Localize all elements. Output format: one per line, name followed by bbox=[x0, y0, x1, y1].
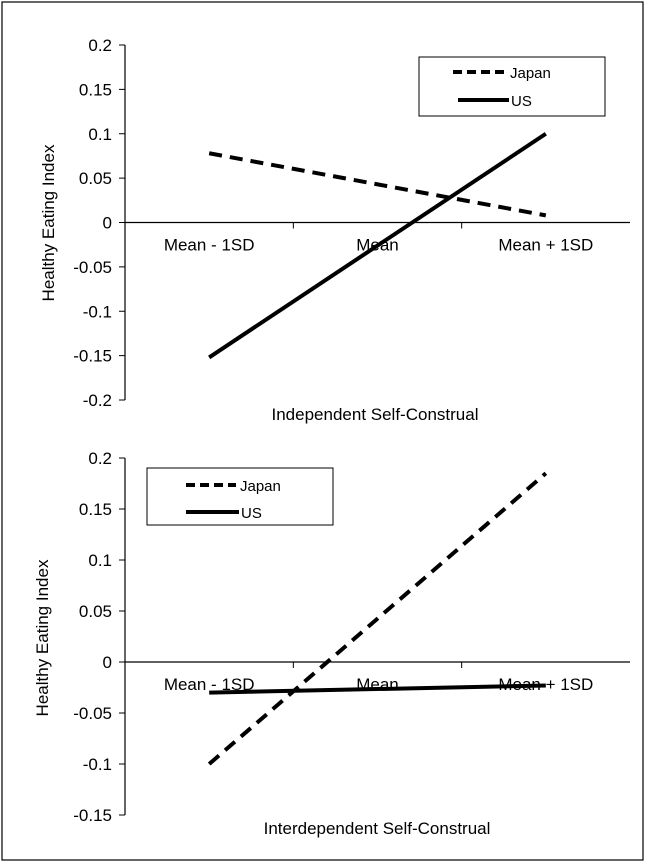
y-tick-label: -0.1 bbox=[83, 302, 112, 321]
y-tick-label: -0.2 bbox=[83, 391, 112, 410]
legend: Japan US bbox=[146, 467, 334, 526]
x-category-label: Mean - 1SD bbox=[164, 675, 255, 694]
y-axis-title: Healthy Eating Index bbox=[33, 559, 52, 716]
y-tick-label: 0.1 bbox=[88, 551, 112, 570]
y-tick-label: 0.2 bbox=[88, 36, 112, 55]
axes bbox=[119, 44, 630, 401]
chart-independent: 0.2 0.15 0.1 0.05 0 -0.05 -0.1 -0.15 -0.2 Mean -… bbox=[39, 36, 630, 424]
y-tick-label: -0.15 bbox=[73, 806, 112, 825]
y-tick-label: 0 bbox=[103, 653, 112, 672]
series-lines bbox=[208, 132, 547, 360]
y-tick-labels: 0.2 0.15 0.1 0.05 0 -0.05 -0.1 -0.15 bbox=[73, 449, 112, 825]
series-line-japan bbox=[208, 151, 547, 218]
legend-label-us: US bbox=[511, 93, 532, 110]
y-axis-title: Healthy Eating Index bbox=[39, 144, 58, 301]
y-tick-label: 0.15 bbox=[79, 500, 112, 519]
y-tick-label: -0.05 bbox=[73, 258, 112, 277]
legend-box bbox=[146, 467, 334, 526]
x-category-label: Mean + 1SD bbox=[498, 236, 593, 255]
legend: Japan US bbox=[418, 56, 606, 117]
y-tick-label: 0.05 bbox=[79, 602, 112, 621]
y-tick-label: 0.1 bbox=[88, 125, 112, 144]
legend-label-us: US bbox=[241, 505, 262, 522]
legend-label-japan: Japan bbox=[510, 65, 551, 82]
y-tick-label: 0.15 bbox=[79, 80, 112, 99]
chart-interdependent: 0.2 0.15 0.1 0.05 0 -0.05 -0.1 -0.15 Mean - 1SD… bbox=[33, 449, 630, 838]
x-axis-title: Interdependent Self-Construal bbox=[264, 819, 491, 838]
series-line-japan bbox=[207, 471, 548, 766]
series-line-us bbox=[208, 132, 547, 360]
x-category-labels: Mean - 1SD Mean Mean + 1SD bbox=[164, 675, 594, 694]
x-axis-title: Independent Self-Construal bbox=[272, 405, 479, 424]
y-tick-labels: 0.2 0.15 0.1 0.05 0 -0.05 -0.1 -0.15 -0.2 bbox=[73, 36, 112, 410]
axes bbox=[119, 457, 630, 816]
x-category-label: Mean - 1SD bbox=[164, 236, 255, 255]
y-tick-label: 0.05 bbox=[79, 169, 112, 188]
legend-label-japan: Japan bbox=[240, 478, 281, 495]
y-tick-label: -0.15 bbox=[73, 347, 112, 366]
legend-box bbox=[418, 56, 606, 117]
series-line-us bbox=[209, 683, 546, 695]
y-tick-label: 0.2 bbox=[88, 449, 112, 468]
series-lines bbox=[207, 471, 548, 766]
x-category-label: Mean + 1SD bbox=[498, 675, 593, 694]
y-tick-label: -0.1 bbox=[83, 755, 112, 774]
y-tick-label: 0 bbox=[103, 214, 112, 233]
y-tick-label: -0.05 bbox=[73, 704, 112, 723]
